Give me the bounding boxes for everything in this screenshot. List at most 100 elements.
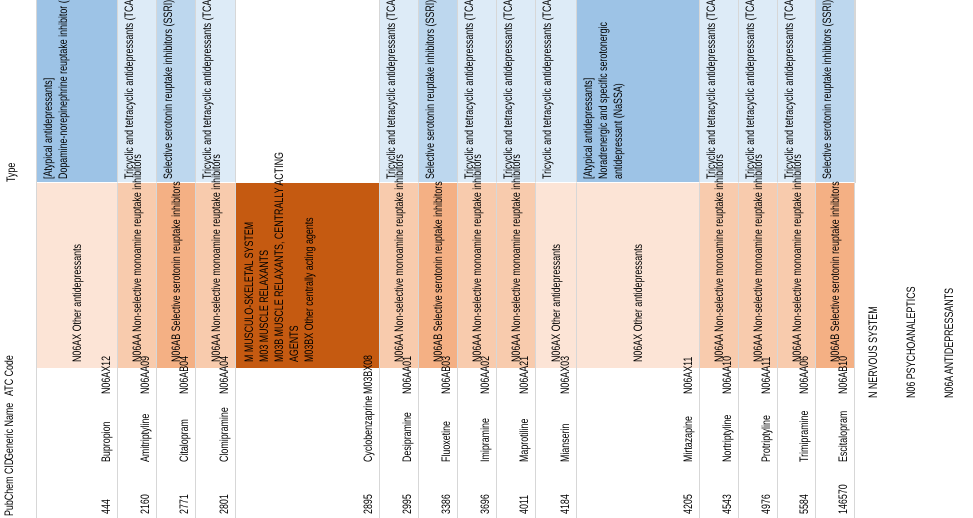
atc-group-cell: [536, 183, 577, 368]
type-text: [Atypical antidepressants]: [581, 77, 595, 179]
id-cell: [816, 368, 855, 518]
atc-group-cell: [497, 183, 536, 368]
pubchem-cid: 2895: [361, 494, 375, 514]
atc-code: N06AA01: [400, 355, 414, 394]
atc-group-text: N06AX Other antidepressants: [631, 244, 645, 362]
atc-code: N06AA06: [797, 355, 811, 394]
type-text: Selective serotonin reuptake inhibitors …: [820, 0, 834, 179]
atc-code: N06AA21: [517, 355, 531, 394]
atc-group-cell: [196, 183, 236, 368]
type-cell: [497, 0, 536, 183]
atc-group-text: N06AA Non-selective monoamine reuptake i…: [790, 154, 804, 362]
id-cell: [497, 368, 536, 518]
atc-group-text: AGENTS: [287, 325, 301, 362]
atc-group-cell: [577, 183, 700, 368]
atc-group-text: M MUSCULO-SKELETAL SYSTEM: [242, 221, 256, 362]
atc-group-cell: [118, 183, 157, 368]
pubchem-cid: 3386: [439, 494, 453, 514]
id-cell: [739, 368, 778, 518]
grid-line: [36, 0, 37, 518]
type-cell: [236, 0, 380, 183]
generic-name: Mirtazapine: [681, 416, 695, 462]
atc-code: N06AB03: [439, 355, 453, 394]
pubchem-cid: 5584: [797, 494, 811, 514]
generic-name: Mianserin: [558, 423, 572, 462]
generic-name: Imipramine: [478, 418, 492, 462]
generic-name: Trimipramine: [797, 410, 811, 462]
generic-name: Escitalopram: [836, 410, 850, 462]
atc-group-text: N06AA Non-selective monoamine reuptake i…: [712, 154, 726, 362]
atc-group-text: N06AX Other antidepressants: [549, 244, 563, 362]
generic-name: Bupropion: [99, 421, 113, 462]
type-cell: [739, 0, 778, 183]
atc-code: N06AA10: [720, 355, 734, 394]
type-text: Selective serotonin reuptake inhibitors …: [423, 0, 437, 179]
atc-code: N06AB04: [177, 355, 191, 394]
atc-code: N06AX12: [99, 355, 113, 394]
type-text: Dopamine-norepinephrine reuptake inhibit…: [56, 0, 70, 179]
generic-name: Desipramine: [400, 412, 414, 462]
pubchem-cid: 2801: [217, 494, 231, 514]
generic-name: Fluoxetine: [439, 421, 453, 462]
atc-group-cell: [380, 183, 419, 368]
id-cell: [37, 368, 118, 518]
atc-code: N06AX03: [558, 355, 572, 394]
id-cell: [458, 368, 497, 518]
type-text: Selective serotonin reuptake inhibitors …: [161, 0, 175, 179]
atc-code: N06AB10: [836, 355, 850, 394]
pubchem-cid: 4011: [517, 494, 531, 514]
pubchem-cid: 4205: [681, 494, 695, 514]
pubchem-cid: 2995: [400, 494, 414, 514]
atc-group-cell: [419, 183, 458, 368]
id-cell: [419, 368, 458, 518]
type-cell: [380, 0, 419, 183]
type-cell: [700, 0, 739, 183]
header-generic-name: Generic Name: [2, 402, 16, 460]
atc-group-text: M03B MUSCLE RELAXANTS, CENTRALLY ACTING: [272, 152, 286, 362]
pubchem-cid: 146570: [836, 484, 850, 514]
type-text: Noradrenergic and specific serotonergic: [596, 22, 610, 179]
atc-code: N06AX11: [681, 356, 695, 394]
pubchem-cid: 4184: [558, 494, 572, 514]
pubchem-cid: 4543: [720, 494, 734, 514]
id-cell: [536, 368, 577, 518]
type-cell: [536, 0, 577, 183]
id-cell: [778, 368, 816, 518]
atc-group-text: N06AA Non-selective monoamine reuptake i…: [209, 154, 223, 362]
type-cell: [816, 0, 855, 183]
id-cell: [196, 368, 236, 518]
type-text: Tricyclic and tetracyclic antidepressant…: [122, 0, 136, 179]
generic-name: Clomipramine: [217, 407, 231, 462]
atc-group-text: N06AA Non-selective monoamine reuptake i…: [751, 154, 765, 362]
atc-group-cell: [778, 183, 816, 368]
atc-group-cell: [157, 183, 196, 368]
header-type: Type: [4, 162, 18, 182]
atc-group-text: N06AA Non-selective monoamine reuptake i…: [470, 154, 484, 362]
generic-name: Maprotiline: [517, 418, 531, 462]
legend-line: N06 PSYCHOANALEPTICS: [904, 286, 918, 398]
atc-code: N06AA11: [759, 356, 773, 394]
atc-code: N06AA02: [478, 355, 492, 394]
atc-code: M03BX08: [361, 354, 375, 394]
type-text: Tricyclic and tetracyclic antidepressant…: [540, 0, 554, 179]
atc-group-cell: [700, 183, 739, 368]
pubchem-cid: 3696: [478, 494, 492, 514]
id-cell: [118, 368, 157, 518]
grid-line: [855, 0, 856, 183]
atc-group-text: N06AA Non-selective monoamine reuptake i…: [392, 154, 406, 362]
type-cell: [157, 0, 196, 183]
type-cell: [419, 0, 458, 183]
id-cell: [700, 368, 739, 518]
pubchem-cid: 2160: [138, 494, 152, 514]
type-cell: [778, 0, 816, 183]
pubchem-cid: 2771: [177, 494, 191, 514]
legend-line: N NERVOUS SYSTEM: [866, 306, 880, 398]
atc-group-text: N06AA Non-selective monoamine reuptake i…: [509, 154, 523, 362]
type-text: Tricyclic and tetracyclic antidepressant…: [501, 0, 515, 179]
atc-group-cell: [816, 183, 855, 368]
pubchem-cid: 444: [99, 499, 113, 514]
generic-name: Citalopram: [177, 419, 191, 462]
type-text: Tricyclic and tetracyclic antidepressant…: [384, 0, 398, 179]
header-atc-code: ATC Code: [2, 355, 16, 396]
